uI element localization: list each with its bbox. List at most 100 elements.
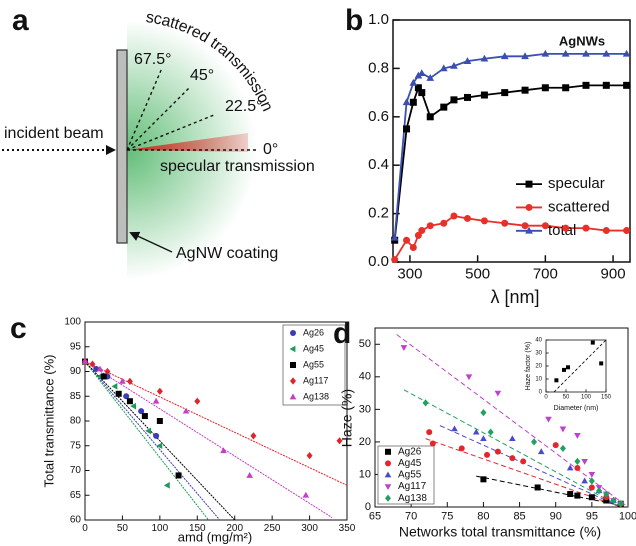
y-tick-label: 60	[70, 515, 82, 526]
marker	[156, 387, 163, 395]
marker	[588, 477, 595, 485]
marker	[418, 89, 426, 97]
marker	[306, 452, 313, 460]
x-tick-label: 70	[405, 510, 417, 522]
x-tick-label: 200	[226, 523, 243, 534]
legend-marker	[290, 362, 296, 368]
specular-beam	[127, 133, 248, 152]
plot-area	[85, 361, 347, 520]
marker	[463, 93, 471, 101]
x-tick-label: 500	[465, 266, 490, 283]
marker	[509, 455, 516, 462]
marker	[403, 125, 411, 133]
marker	[153, 432, 160, 439]
marker	[480, 54, 489, 62]
marker	[336, 437, 343, 445]
marker	[554, 378, 559, 383]
marker	[250, 432, 257, 440]
legend-label: Ag26	[398, 446, 422, 457]
legend-marker	[525, 203, 533, 211]
marker	[138, 408, 145, 415]
y-tick-label: 90	[70, 366, 82, 377]
y-tick-label: 95	[70, 341, 82, 352]
marker	[450, 212, 458, 220]
x-axis-label: λ [nm]	[490, 287, 539, 307]
x-tick-label: 900	[601, 266, 626, 283]
y-tick-label: 10	[359, 468, 371, 480]
y-tick-label: 30	[535, 351, 542, 357]
marker	[603, 490, 610, 498]
x-tick-label: 90	[550, 510, 562, 522]
legend-marker	[384, 484, 392, 491]
marker	[567, 490, 574, 497]
marker	[559, 426, 567, 433]
x-tick-label: 50	[563, 395, 570, 401]
marker	[545, 416, 552, 423]
marker	[552, 442, 559, 449]
x-tick-label: 150	[601, 395, 612, 401]
marker	[582, 224, 590, 232]
marker	[417, 69, 426, 77]
marker	[521, 86, 529, 94]
marker	[521, 52, 529, 60]
marker	[156, 418, 163, 424]
x-tick-label: 85	[513, 510, 525, 522]
chart-panel: 0.0 0.2 0.4 0.6 0.8 1.0 300 500 700 900 b AgNWs λ [n…	[345, 4, 631, 307]
y-tick-label: 20	[359, 436, 371, 448]
angle-lines	[126, 67, 258, 151]
marker	[484, 451, 491, 458]
marker	[439, 64, 448, 72]
axes-frame	[374, 327, 629, 508]
marker	[574, 433, 581, 439]
marker	[541, 222, 549, 230]
y-tick-label: 0	[539, 390, 543, 396]
marker	[426, 222, 434, 230]
marker	[403, 236, 411, 244]
marker	[603, 497, 610, 504]
marker	[426, 74, 435, 81]
marker	[414, 84, 422, 92]
marker	[599, 361, 604, 366]
marker	[588, 484, 595, 491]
marker	[418, 227, 426, 235]
marker	[182, 407, 190, 414]
marker	[602, 81, 610, 89]
y-axis-label: Haze factor (%)	[525, 342, 532, 391]
marker	[451, 425, 458, 432]
marker	[588, 472, 596, 478]
marker	[409, 98, 417, 106]
x-axis-label: Networks total transmittance (%)	[399, 524, 601, 540]
marker	[422, 399, 429, 407]
coating-plate	[116, 49, 128, 244]
y-tick-label: 80	[70, 416, 82, 427]
y-tick-label: 0.6	[368, 108, 389, 125]
legend-marker	[385, 494, 391, 502]
marker	[472, 428, 480, 435]
marker	[596, 487, 603, 495]
marker	[537, 448, 545, 455]
panel-label: b	[345, 4, 363, 37]
y-tick-label: 85	[70, 391, 82, 402]
angle-label: 67.5°	[134, 51, 172, 68]
x-tick-label: 80	[477, 510, 489, 522]
legend-label: Ag117	[303, 375, 328, 385]
chart-title: AgNWs	[559, 33, 605, 48]
marker	[220, 447, 227, 454]
legend-label: specular	[548, 175, 605, 192]
marker	[581, 477, 588, 484]
legend-label: Ag138	[398, 493, 427, 504]
x-tick-label: 100	[581, 395, 592, 401]
y-tick-label: 50	[359, 338, 371, 350]
marker	[450, 96, 458, 104]
axes-frame	[392, 19, 631, 263]
y-tick-label: 75	[70, 440, 82, 451]
marker	[500, 52, 509, 60]
plot-area	[553, 340, 606, 392]
marker	[582, 49, 590, 57]
marker	[409, 78, 418, 86]
marker	[480, 91, 488, 99]
legend-marker	[525, 180, 533, 188]
y-tick-label: 10	[535, 377, 542, 383]
